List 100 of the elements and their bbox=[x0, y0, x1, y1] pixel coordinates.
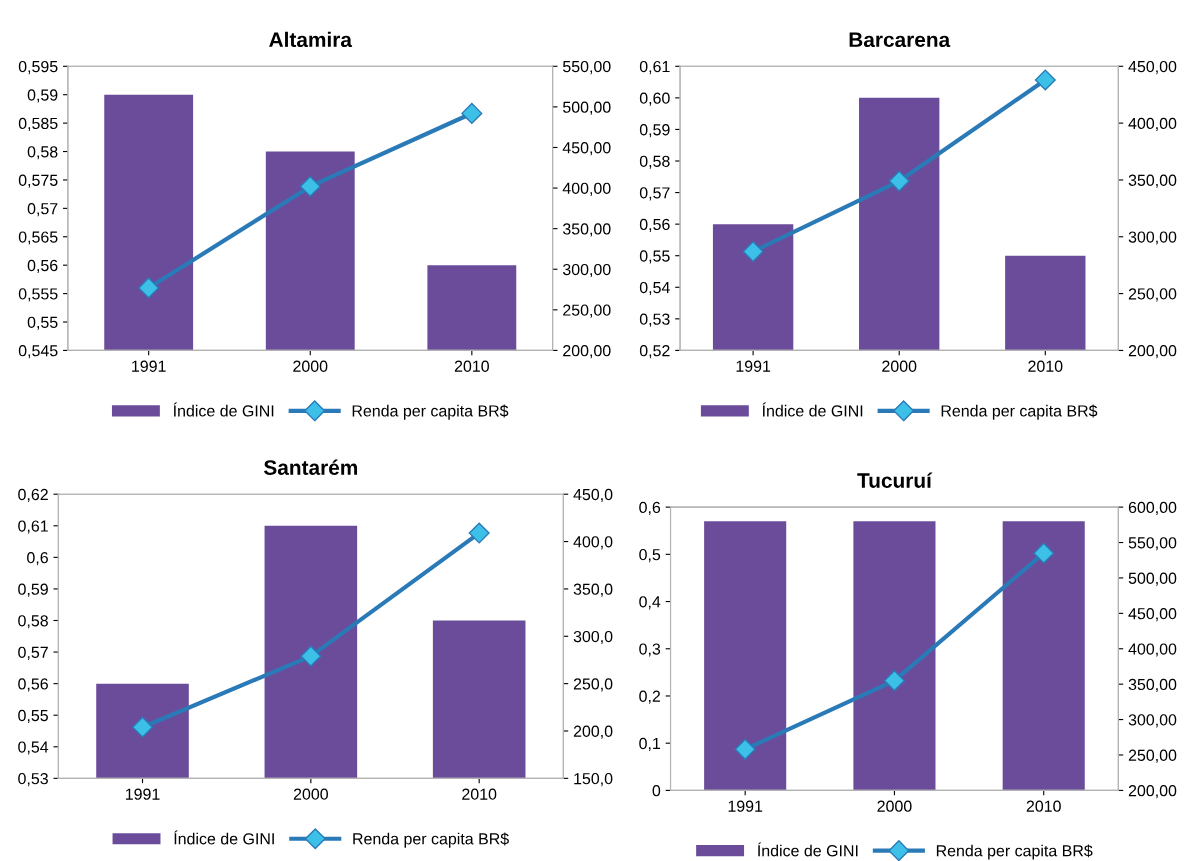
y-tick-label: 0,59 bbox=[639, 124, 670, 138]
y-tick-label: 0,58 bbox=[27, 146, 58, 160]
y2-tick-label: 300,0 bbox=[573, 630, 613, 645]
y-tick-label: 0,56 bbox=[27, 259, 58, 274]
x-tick-label: 1991 bbox=[736, 360, 771, 372]
legend-label: Renda per capita BR$ bbox=[941, 404, 1098, 420]
y2-tick-label: 550,00 bbox=[1128, 537, 1177, 551]
y2-tick-label: 200,00 bbox=[1128, 345, 1177, 359]
x-tick-label: 2010 bbox=[454, 360, 489, 372]
y2-tick-label: 250,0 bbox=[573, 678, 613, 692]
y-tick-label: 0,57 bbox=[27, 203, 58, 217]
y2-tick-label: 200,00 bbox=[563, 345, 611, 359]
y2-tick-label: 250,00 bbox=[1128, 749, 1177, 763]
y-tick-label: 0,575 bbox=[18, 174, 58, 188]
point bbox=[300, 645, 322, 667]
legend-label: Índice de GINI bbox=[174, 830, 274, 845]
x-tick-label: 2010 bbox=[462, 788, 497, 800]
y2-tick-label: 450,00 bbox=[1128, 607, 1177, 622]
y-tick-label: 0,585 bbox=[18, 117, 58, 131]
chart-title: Santarém bbox=[263, 459, 358, 475]
x-tick-label: 2010 bbox=[1026, 800, 1061, 812]
y2-tick-label: 400,0 bbox=[573, 536, 613, 550]
point bbox=[461, 102, 483, 124]
y-tick-label: 0,3 bbox=[639, 643, 661, 657]
y2-tick-label: 550,00 bbox=[562, 60, 611, 75]
point bbox=[132, 716, 154, 738]
x-tick-label: 1991 bbox=[728, 800, 763, 812]
x-tick-label: 2000 bbox=[293, 360, 328, 372]
y-tick-label: 0,55 bbox=[27, 316, 58, 330]
point bbox=[734, 738, 756, 760]
y2-tick-label: 500,00 bbox=[562, 101, 611, 115]
y2-tick-label: 250,00 bbox=[1128, 288, 1177, 302]
y2-tick-label: 300,00 bbox=[562, 263, 611, 278]
y-tick-label: 0,4 bbox=[639, 596, 661, 610]
x-tick-label: 2000 bbox=[882, 360, 917, 372]
point bbox=[299, 175, 321, 197]
x-tick-label: 2010 bbox=[1028, 360, 1063, 372]
y-tick-label: 0,62 bbox=[18, 488, 48, 503]
y2-tick-label: 600,00 bbox=[1128, 501, 1177, 515]
x-tick-label: 1991 bbox=[132, 360, 166, 372]
y-tick-label: 0,53 bbox=[18, 772, 48, 787]
y-tick-label: 0,52 bbox=[639, 345, 670, 359]
y2-tick-label: 150,0 bbox=[574, 772, 613, 787]
y-tick-label: 0,61 bbox=[639, 60, 670, 75]
y2-tick-label: 200,00 bbox=[1128, 785, 1177, 799]
y-tick-label: 0,56 bbox=[18, 678, 48, 692]
y-tick-label: 0,55 bbox=[639, 250, 670, 264]
y2-tick-label: 300,00 bbox=[1128, 714, 1177, 728]
y-tick-label: 0,59 bbox=[18, 583, 48, 597]
point bbox=[1033, 542, 1055, 564]
y-tick-label: 0,565 bbox=[18, 231, 58, 245]
legend-label: Índice de GINI bbox=[173, 402, 274, 417]
y-tick-label: 0,61 bbox=[18, 520, 48, 534]
y-tick-label: 0,595 bbox=[18, 60, 58, 75]
y-tick-label: 0,58 bbox=[639, 155, 670, 169]
y-tick-label: 0,545 bbox=[18, 345, 58, 359]
x-tick-label: 2000 bbox=[877, 800, 912, 812]
point bbox=[742, 241, 764, 263]
y2-tick-label: 350,00 bbox=[1128, 678, 1177, 692]
y-tick-label: 0,55 bbox=[18, 709, 48, 724]
y2-tick-label: 400,00 bbox=[1128, 643, 1177, 657]
y2-tick-label: 250,00 bbox=[563, 304, 611, 318]
y2-tick-label: 400,00 bbox=[1128, 117, 1177, 131]
x-tick-label: 1991 bbox=[125, 788, 160, 800]
point bbox=[138, 277, 160, 299]
y2-tick-label: 350,0 bbox=[573, 583, 613, 597]
y-tick-label: 0,58 bbox=[18, 615, 48, 629]
y2-tick-label: 400,00 bbox=[562, 182, 611, 196]
y-tick-label: 0,5 bbox=[639, 548, 661, 563]
y2-tick-label: 450,00 bbox=[562, 142, 611, 156]
legend-label: Índice de GINI bbox=[757, 842, 858, 857]
legend-label: Renda per capita BR$ bbox=[936, 844, 1093, 860]
y-tick-label: 0,54 bbox=[639, 281, 670, 296]
x-tick-label: 2000 bbox=[293, 788, 328, 800]
point bbox=[883, 670, 905, 692]
y-tick-label: 0,6 bbox=[639, 501, 661, 515]
chart-title: Barcarena bbox=[849, 32, 951, 48]
point bbox=[888, 170, 910, 192]
y2-tick-label: 450,0 bbox=[573, 488, 613, 503]
y-tick-label: 0,53 bbox=[639, 313, 670, 327]
legend-label: Renda per capita BR$ bbox=[353, 832, 509, 848]
point bbox=[1034, 69, 1056, 91]
y-tick-label: 0,1 bbox=[639, 737, 661, 752]
y2-tick-label: 350,00 bbox=[562, 223, 611, 237]
point bbox=[468, 522, 490, 544]
y-tick-label: 0,2 bbox=[639, 690, 661, 704]
chart-title: Altamira bbox=[269, 31, 353, 48]
y2-tick-label: 200,0 bbox=[573, 725, 613, 739]
y-tick-label: 0,6 bbox=[27, 551, 48, 566]
y2-tick-label: 300,00 bbox=[1128, 231, 1177, 245]
y-tick-label: 0,59 bbox=[27, 89, 58, 103]
chart-title: Tucuruí bbox=[857, 472, 933, 488]
y2-tick-label: 450,00 bbox=[1128, 60, 1177, 75]
legend-label: Renda per capita BR$ bbox=[352, 404, 509, 420]
y-tick-label: 0,555 bbox=[18, 288, 58, 302]
y-tick-label: 0,60 bbox=[639, 92, 670, 106]
y-tick-label: 0,56 bbox=[639, 218, 670, 232]
legend-label: Índice de GINI bbox=[762, 402, 863, 417]
y2-tick-label: 350,00 bbox=[1128, 174, 1177, 188]
y-tick-label: 0,57 bbox=[18, 646, 48, 660]
